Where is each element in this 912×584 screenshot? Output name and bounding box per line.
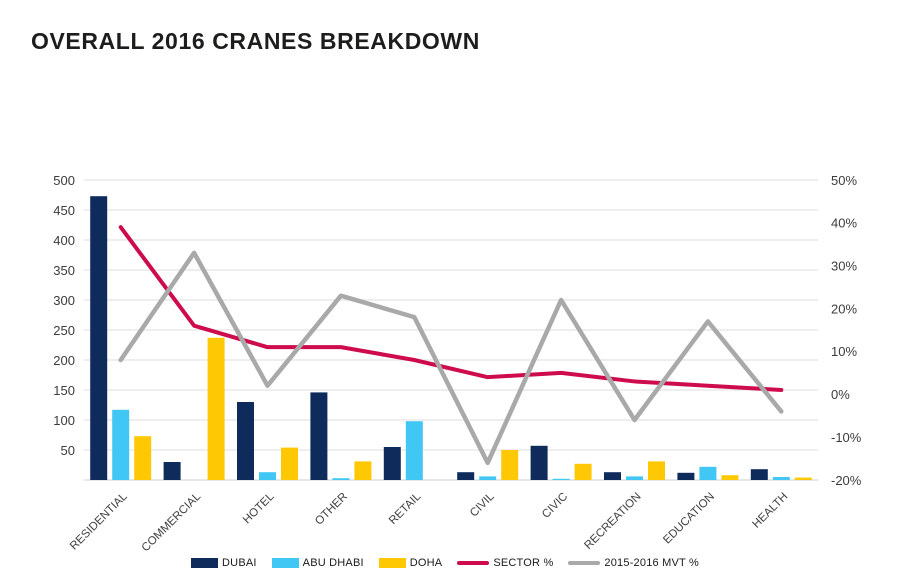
left-axis-tick: 250 — [53, 323, 75, 338]
bar-doha-other — [354, 461, 372, 480]
left-axis-tick: 450 — [53, 203, 75, 218]
x-axis-label: HOTEL — [241, 490, 277, 526]
legend-item-abu-dhabi: ABU DHABI — [271, 557, 364, 569]
bar-doha-education — [721, 475, 739, 480]
legend-item-2015-2016-mvt-: 2015-2016 MVT % — [568, 557, 699, 569]
right-axis-tick: 40% — [831, 216, 857, 231]
x-axis-label: EDUCATION — [661, 491, 717, 547]
right-axis-tick: -20% — [831, 473, 862, 488]
right-axis-tick: 10% — [831, 344, 857, 359]
bar-dubai-education — [677, 472, 695, 480]
legend-label: 2015-2016 MVT % — [604, 557, 699, 569]
legend-label: SECTOR % — [493, 557, 554, 569]
bar-dubai-hotel — [237, 402, 254, 480]
bar-dubai-other — [310, 392, 328, 480]
legend-item-doha: DOHA — [378, 557, 443, 569]
bar-doha-recreation — [648, 461, 665, 480]
chart-legend: DUBAI ABU DHABI DOHA SECTOR % 2015-2016 MVT … — [0, 557, 890, 569]
legend-swatch-icon — [191, 558, 219, 568]
right-axis-tick: -10% — [831, 430, 862, 445]
legend-label: DOHA — [409, 557, 443, 569]
x-axis-label: CIVIC — [540, 491, 570, 521]
left-axis-tick: 150 — [53, 383, 75, 398]
bar-abu-dhabi-residential — [112, 409, 130, 480]
x-axis-label: COMMERCIAL — [140, 490, 204, 554]
line-2015-2016-mvt- — [118, 250, 784, 466]
bar-dubai-civil — [457, 472, 475, 480]
bar-abu-dhabi-recreation — [626, 476, 643, 480]
bar-dubai-retail — [383, 447, 401, 480]
x-axis-label: HEALTH — [750, 491, 790, 531]
bar-doha-commercial — [207, 337, 225, 480]
left-axis-tick: 500 — [53, 173, 75, 188]
legend-line-swatch-icon — [457, 561, 490, 565]
legend-label: ABU DHABI — [302, 557, 364, 569]
bar-abu-dhabi-health — [772, 477, 790, 480]
bar-dubai-commercial — [163, 462, 181, 480]
left-axis-tick: 300 — [53, 293, 75, 308]
line-sector- — [118, 225, 784, 392]
x-axis-label: CIVIL — [468, 490, 497, 519]
legend-swatch-icon — [271, 558, 299, 568]
right-axis-tick: 0% — [831, 387, 850, 402]
bar-dubai-civic — [530, 445, 548, 480]
bar-doha-health — [794, 477, 812, 480]
legend-item-sector-: SECTOR % — [457, 557, 553, 569]
bar-abu-dhabi-civic — [552, 478, 570, 480]
bar-dubai-health — [750, 469, 768, 480]
bar-abu-dhabi-civil — [479, 476, 497, 480]
bar-doha-residential — [134, 436, 152, 480]
bar-dubai-residential — [90, 196, 108, 480]
right-axis-tick: 20% — [831, 301, 857, 316]
bar-abu-dhabi-education — [699, 466, 717, 480]
bar-doha-hotel — [281, 447, 298, 480]
bar-abu-dhabi-other — [332, 478, 350, 480]
x-axis-label: OTHER — [313, 491, 350, 528]
x-axis-label: RETAIL — [387, 490, 424, 527]
left-axis-tick: 50 — [61, 443, 75, 458]
left-axis-tick: 100 — [53, 413, 75, 428]
bar-doha-civil — [501, 450, 519, 480]
legend-label: DUBAI — [222, 557, 257, 569]
left-axis-tick: 200 — [53, 353, 75, 368]
left-axis-tick: 400 — [53, 233, 75, 248]
bar-dubai-recreation — [604, 472, 621, 480]
legend-item-dubai: DUBAI — [191, 557, 257, 569]
right-axis-tick: 50% — [831, 173, 857, 188]
bar-abu-dhabi-hotel — [259, 472, 276, 480]
bar-doha-civic — [574, 463, 592, 480]
legend-line-swatch-icon — [568, 561, 601, 565]
x-axis-label: RESIDENTIAL — [68, 490, 130, 552]
page-title: OVERALL 2016 CRANES BREAKDOWN — [31, 28, 480, 54]
bar-abu-dhabi-retail — [405, 421, 423, 480]
legend-swatch-icon — [378, 558, 406, 568]
left-axis-tick: 350 — [53, 263, 75, 278]
x-axis-label: RECREATION — [582, 491, 643, 552]
right-axis-tick: 30% — [831, 259, 857, 274]
